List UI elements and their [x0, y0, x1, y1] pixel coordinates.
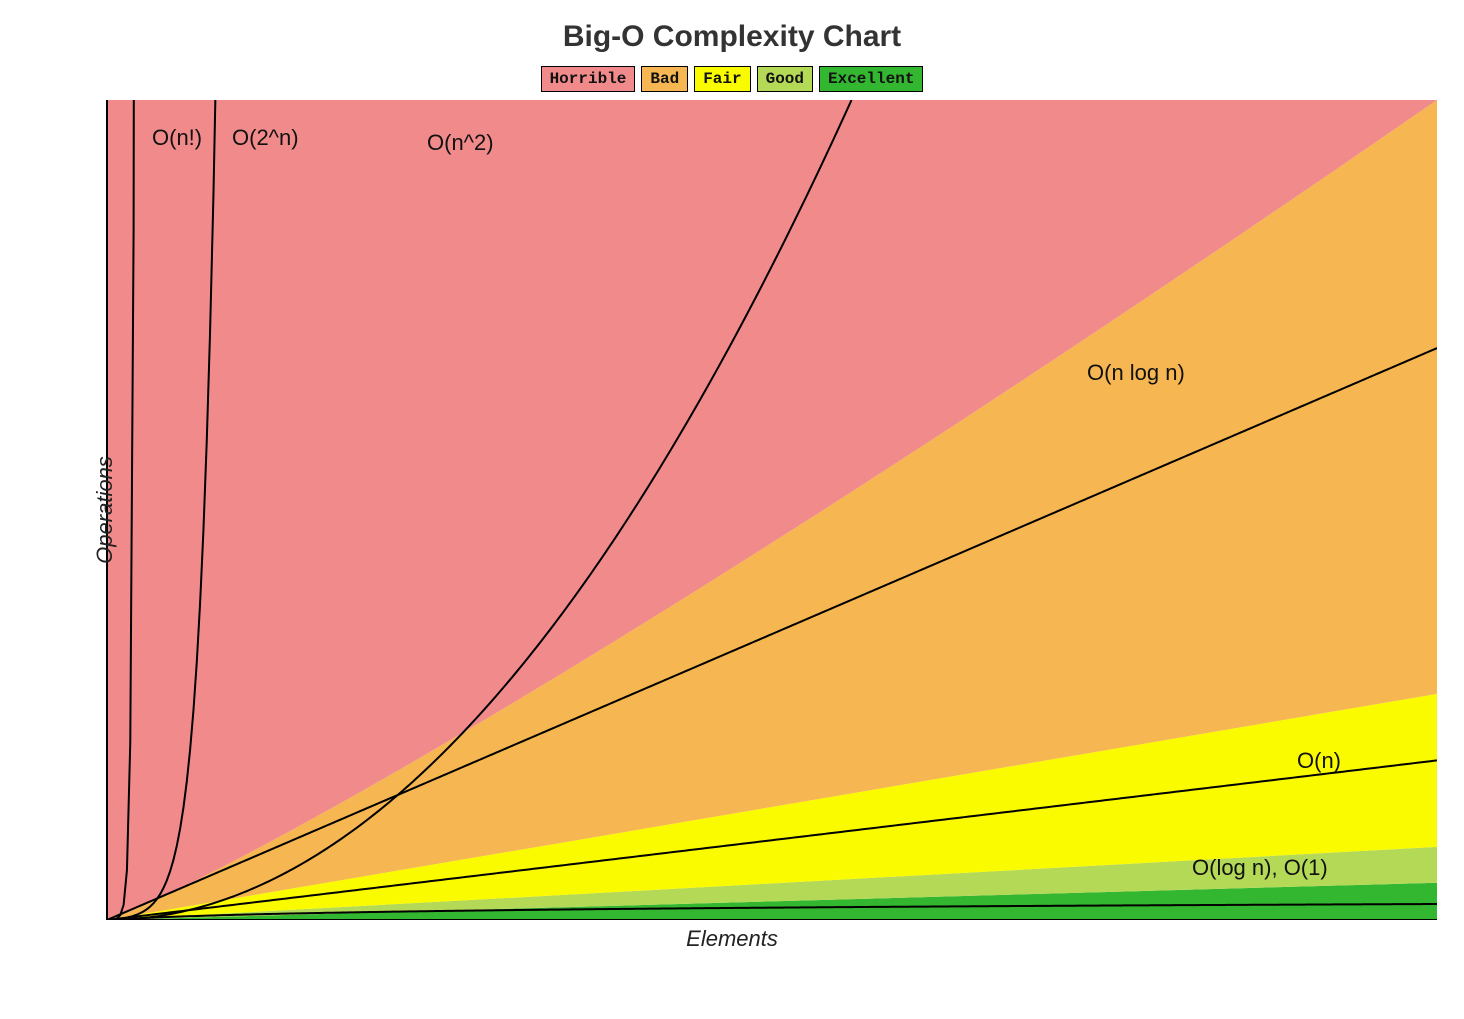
legend-item-horrible: Horrible [541, 66, 636, 92]
legend-item-excellent: Excellent [819, 66, 923, 92]
y-axis-label: Operations [92, 456, 118, 564]
chart-title: Big-O Complexity Chart [0, 20, 1464, 54]
curve-label-exp: O(2^n) [232, 125, 299, 150]
legend: HorribleBadFair GoodExcellent [0, 66, 1464, 92]
curve-label-logn_1: O(log n), O(1) [1192, 855, 1328, 880]
x-axis-label: Elements [0, 926, 1464, 952]
curve-label-n2: O(n^2) [427, 130, 494, 155]
legend-item-bad: Bad [641, 66, 688, 92]
complexity-chart: O(n!) O(2^n) O(n^2) O(n log n) O(n) O(log n),… [27, 100, 1437, 920]
legend-item-fair: Fair [694, 66, 750, 92]
curve-label-factorial: O(n!) [152, 125, 202, 150]
curve-label-nlogn: O(n log n) [1087, 360, 1185, 385]
legend-item-good: Good [757, 66, 813, 92]
chart-area: Operations O(n!)O(2^n)O(n^2)O(n log n)O(… [27, 100, 1437, 920]
curve-label-n: O(n) [1297, 748, 1341, 773]
